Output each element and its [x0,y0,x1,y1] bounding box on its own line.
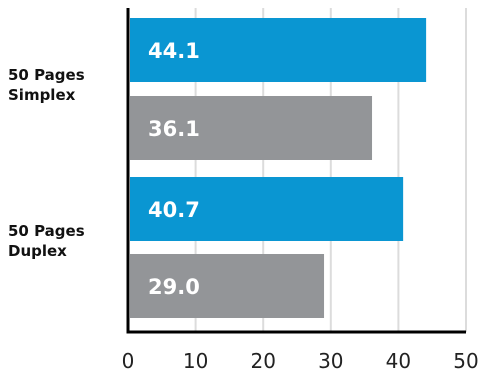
category-label-1-line-1: Duplex [8,242,67,260]
x-tick-label-50: 50 [453,349,478,373]
category-labels: 50 Pages Simplex 50 Pages Duplex [8,66,85,260]
category-label-0-line-1: Simplex [8,86,76,104]
category-label-0-line-0: 50 Pages [8,66,85,84]
x-tick-label-0: 0 [122,349,135,373]
x-tick-label-20: 20 [250,349,275,373]
x-tick-label-40: 40 [386,349,411,373]
axes [126,8,466,334]
bar-1-0 [130,177,404,241]
bars: 44.1 36.1 40.7 29.0 [130,18,427,318]
x-tick-labels: 0 10 20 30 40 50 [122,349,478,373]
bar-value-label-1-1: 29.0 [148,275,200,299]
bar-value-label-1-0: 40.7 [148,198,200,222]
bar-0-1 [130,96,373,160]
bar-value-label-0-1: 36.1 [148,117,200,141]
bar-1-1 [130,254,325,318]
category-label-1-line-0: 50 Pages [8,222,85,240]
x-tick-label-10: 10 [183,349,208,373]
bar-0-0 [130,18,427,82]
bar-value-label-0-0: 44.1 [148,39,200,63]
x-tick-label-30: 30 [318,349,343,373]
